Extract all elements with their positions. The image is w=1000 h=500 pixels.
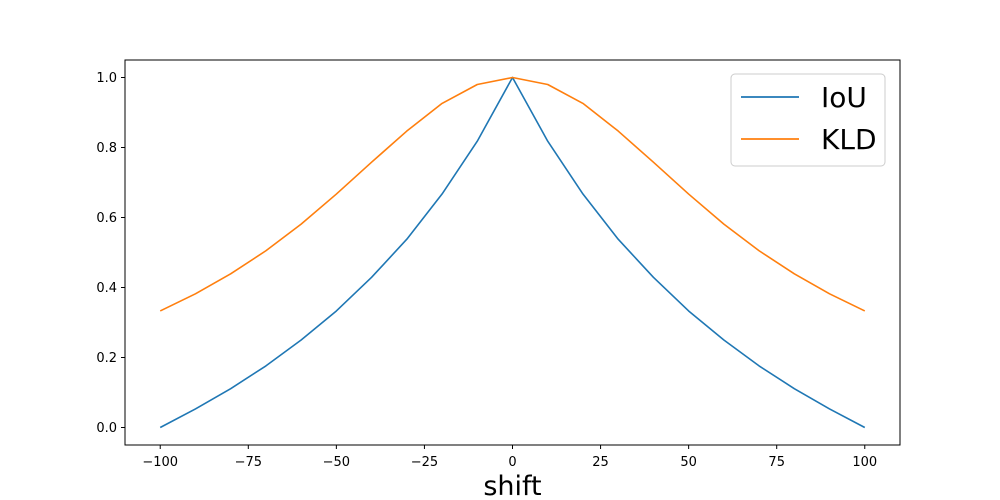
x-tick-label: −75 <box>235 455 262 470</box>
x-tick-label: −25 <box>411 455 438 470</box>
y-tick-label: 0.0 <box>96 421 117 436</box>
y-tick-label: 0.6 <box>96 211 117 226</box>
x-tick-label: 100 <box>852 455 877 470</box>
y-tick-label: 0.8 <box>96 141 117 156</box>
legend: IoU KLD <box>730 73 886 167</box>
y-tick-label: 1.0 <box>96 71 117 86</box>
y-tick-label: 0.2 <box>96 351 117 366</box>
x-tick-label: −50 <box>323 455 350 470</box>
x-tick-label: −100 <box>142 455 178 470</box>
x-tick-label: 75 <box>768 455 785 470</box>
legend-label-iou: IoU <box>821 81 867 114</box>
x-tick-label: 0 <box>508 455 516 470</box>
x-tick-label: 25 <box>592 455 609 470</box>
series-layer <box>159 76 866 429</box>
y-axis: 0.0 0.2 0.4 0.6 0.8 1.0 <box>96 71 125 436</box>
legend-label-kld: KLD <box>821 123 877 156</box>
series-line-kld <box>159 76 866 312</box>
x-tick-label: 50 <box>680 455 697 470</box>
y-tick-label: 0.4 <box>96 281 117 296</box>
x-axis: −100 −75 −50 −25 0 25 50 75 100 <box>142 445 877 470</box>
x-axis-title: shift <box>483 471 541 500</box>
